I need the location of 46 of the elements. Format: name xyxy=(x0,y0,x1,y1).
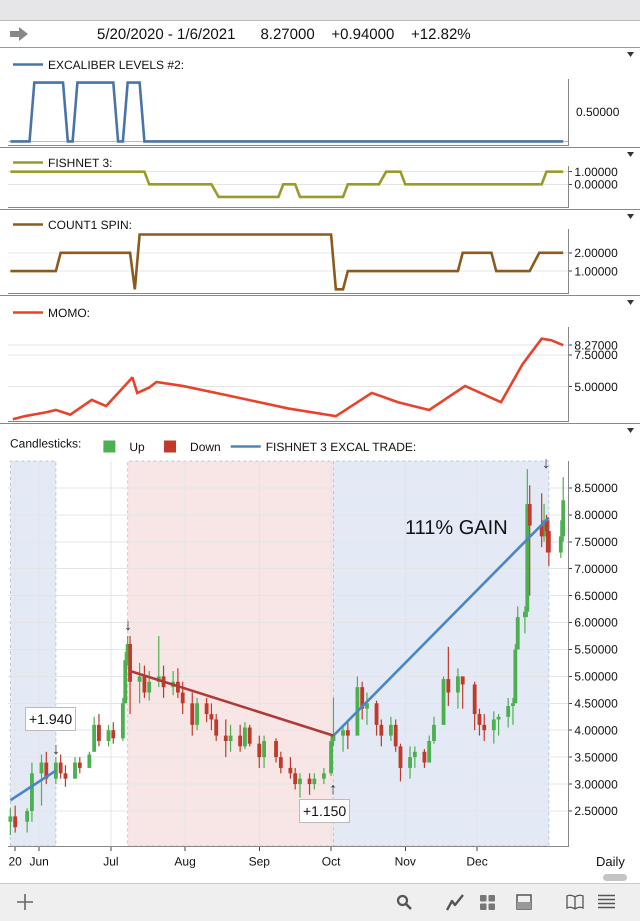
y-tick-label: 4.00000 xyxy=(574,723,618,738)
y-tick-label: 2.50000 xyxy=(574,804,618,818)
y-tick-label: 3.00000 xyxy=(574,777,618,792)
y-tick-label: 8.50000 xyxy=(574,481,618,496)
y-tick-label: 5.00000 xyxy=(574,670,618,684)
y-tick-label: 4.50000 xyxy=(574,696,618,711)
annotation: ↑ xyxy=(329,781,337,798)
x-tick-label: 20 xyxy=(8,854,22,868)
x-tick-label: Sep xyxy=(248,854,270,868)
legend-label: MOMO: xyxy=(48,306,90,320)
legend-label: COUNT1 SPIN: xyxy=(48,218,132,232)
chart-title: 5/20/2020 - 1/6/2021 8.27000 +0.94000 +12.82% xyxy=(97,26,471,43)
y-tick-label: 6.50000 xyxy=(574,588,618,603)
annotation: ↓ xyxy=(124,617,132,634)
legend-title: Candlesticks: xyxy=(10,436,82,451)
x-tick-label: Nov xyxy=(394,854,416,868)
y-tick-label: 1.00000 xyxy=(574,264,618,278)
annotation: 111% GAIN xyxy=(405,517,508,539)
annotation: ↓ xyxy=(52,741,60,758)
y-tick-label: 8.00000 xyxy=(574,508,618,522)
annotation: +1.940 xyxy=(29,711,72,727)
y-tick-label: 2.00000 xyxy=(574,246,618,260)
y-tick-label: 0.00000 xyxy=(574,177,618,192)
legend-label: FISHNET 3: xyxy=(48,156,112,170)
annotation: +1.150 xyxy=(303,803,346,819)
text: 0.50000 xyxy=(576,105,620,119)
x-tick-label: Dec xyxy=(466,854,488,868)
legend-label: Up xyxy=(129,440,146,454)
x-tick-label: Jun xyxy=(29,854,49,868)
legend-label: EXCALIBER LEVELS #2: xyxy=(48,58,184,72)
x-tick-label: Oct xyxy=(322,854,342,868)
y-tick-label: 3.50000 xyxy=(574,750,618,764)
annotation: ↓ xyxy=(542,455,550,472)
y-tick-label: 7.50000 xyxy=(574,534,618,549)
legend-label: FISHNET 3 EXCAL TRADE: xyxy=(266,440,416,454)
y-tick-label: 6.00000 xyxy=(574,616,618,630)
x-tick-label: Jul xyxy=(103,854,119,868)
line-series xyxy=(11,337,565,421)
y-tick-label: 5.00000 xyxy=(574,380,618,394)
line-series xyxy=(9,233,565,291)
x-tick-label: Aug xyxy=(174,854,196,868)
y-tick-label: 5.50000 xyxy=(574,642,618,657)
text: Daily xyxy=(596,854,626,869)
legend-label: Down xyxy=(190,440,221,454)
y-tick-label: 7.00000 xyxy=(574,562,618,576)
y-tick-label: 1.00000 xyxy=(574,164,618,179)
